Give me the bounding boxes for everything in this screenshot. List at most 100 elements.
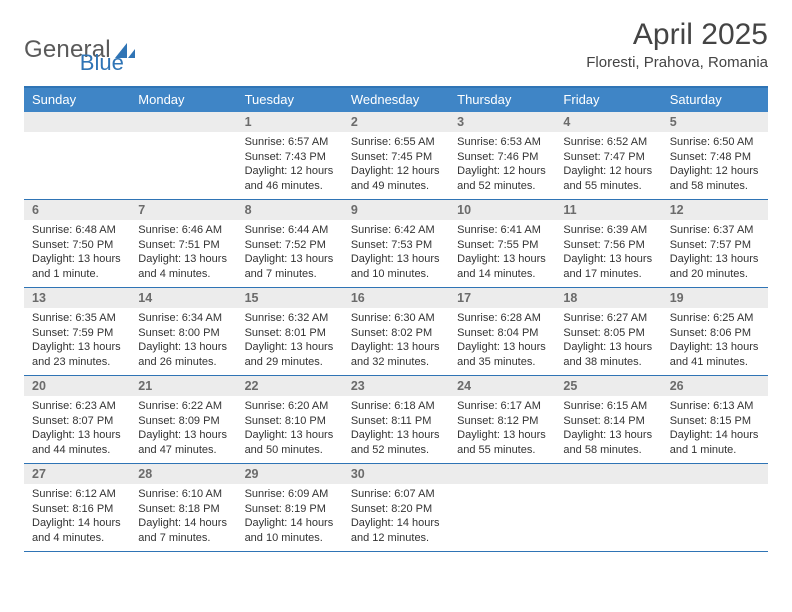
day-body: Sunrise: 6:09 AMSunset: 8:19 PMDaylight:… xyxy=(237,484,343,545)
sunrise-text: Sunrise: 6:48 AM xyxy=(32,223,122,238)
calendar-cell: 30Sunrise: 6:07 AMSunset: 8:20 PMDayligh… xyxy=(343,464,449,551)
day-number: 19 xyxy=(662,288,768,308)
daylight-text: Daylight: 14 hours and 10 minutes. xyxy=(245,516,335,545)
calendar-cell: 22Sunrise: 6:20 AMSunset: 8:10 PMDayligh… xyxy=(237,376,343,463)
calendar-week: 6Sunrise: 6:48 AMSunset: 7:50 PMDaylight… xyxy=(24,200,768,288)
sunset-text: Sunset: 8:02 PM xyxy=(351,326,441,341)
calendar-cell: 17Sunrise: 6:28 AMSunset: 8:04 PMDayligh… xyxy=(449,288,555,375)
day-body: Sunrise: 6:50 AMSunset: 7:48 PMDaylight:… xyxy=(662,132,768,193)
sunset-text: Sunset: 8:05 PM xyxy=(563,326,653,341)
sunset-text: Sunset: 7:45 PM xyxy=(351,150,441,165)
day-body: Sunrise: 6:35 AMSunset: 7:59 PMDaylight:… xyxy=(24,308,130,369)
day-body: Sunrise: 6:48 AMSunset: 7:50 PMDaylight:… xyxy=(24,220,130,281)
daylight-text: Daylight: 13 hours and 44 minutes. xyxy=(32,428,122,457)
sunset-text: Sunset: 7:50 PM xyxy=(32,238,122,253)
day-body: Sunrise: 6:12 AMSunset: 8:16 PMDaylight:… xyxy=(24,484,130,545)
title-block: April 2025 Floresti, Prahova, Romania xyxy=(586,18,768,71)
weeks-container: 1Sunrise: 6:57 AMSunset: 7:43 PMDaylight… xyxy=(24,112,768,552)
day-body: Sunrise: 6:42 AMSunset: 7:53 PMDaylight:… xyxy=(343,220,449,281)
day-number xyxy=(130,112,236,132)
calendar-cell: 11Sunrise: 6:39 AMSunset: 7:56 PMDayligh… xyxy=(555,200,661,287)
dow-saturday: Saturday xyxy=(662,88,768,112)
calendar-cell: 5Sunrise: 6:50 AMSunset: 7:48 PMDaylight… xyxy=(662,112,768,199)
day-body: Sunrise: 6:17 AMSunset: 8:12 PMDaylight:… xyxy=(449,396,555,457)
daylight-text: Daylight: 14 hours and 4 minutes. xyxy=(32,516,122,545)
sunrise-text: Sunrise: 6:28 AM xyxy=(457,311,547,326)
day-number: 9 xyxy=(343,200,449,220)
calendar-week: 20Sunrise: 6:23 AMSunset: 8:07 PMDayligh… xyxy=(24,376,768,464)
day-body: Sunrise: 6:28 AMSunset: 8:04 PMDaylight:… xyxy=(449,308,555,369)
day-body: Sunrise: 6:44 AMSunset: 7:52 PMDaylight:… xyxy=(237,220,343,281)
sunrise-text: Sunrise: 6:46 AM xyxy=(138,223,228,238)
calendar-cell: 26Sunrise: 6:13 AMSunset: 8:15 PMDayligh… xyxy=(662,376,768,463)
sunset-text: Sunset: 8:10 PM xyxy=(245,414,335,429)
day-body: Sunrise: 6:23 AMSunset: 8:07 PMDaylight:… xyxy=(24,396,130,457)
daylight-text: Daylight: 13 hours and 29 minutes. xyxy=(245,340,335,369)
sunrise-text: Sunrise: 6:13 AM xyxy=(670,399,760,414)
day-number: 24 xyxy=(449,376,555,396)
day-number: 7 xyxy=(130,200,236,220)
daylight-text: Daylight: 13 hours and 41 minutes. xyxy=(670,340,760,369)
calendar-grid: Sunday Monday Tuesday Wednesday Thursday… xyxy=(24,86,768,552)
day-number: 4 xyxy=(555,112,661,132)
day-number: 27 xyxy=(24,464,130,484)
day-number xyxy=(555,464,661,484)
calendar-cell: 1Sunrise: 6:57 AMSunset: 7:43 PMDaylight… xyxy=(237,112,343,199)
calendar-cell: 2Sunrise: 6:55 AMSunset: 7:45 PMDaylight… xyxy=(343,112,449,199)
sunrise-text: Sunrise: 6:10 AM xyxy=(138,487,228,502)
sunrise-text: Sunrise: 6:52 AM xyxy=(563,135,653,150)
day-number: 13 xyxy=(24,288,130,308)
day-number: 22 xyxy=(237,376,343,396)
daylight-text: Daylight: 13 hours and 17 minutes. xyxy=(563,252,653,281)
calendar-cell: 7Sunrise: 6:46 AMSunset: 7:51 PMDaylight… xyxy=(130,200,236,287)
daylight-text: Daylight: 13 hours and 20 minutes. xyxy=(670,252,760,281)
daylight-text: Daylight: 12 hours and 49 minutes. xyxy=(351,164,441,193)
day-body: Sunrise: 6:46 AMSunset: 7:51 PMDaylight:… xyxy=(130,220,236,281)
sunrise-text: Sunrise: 6:34 AM xyxy=(138,311,228,326)
location-subtitle: Floresti, Prahova, Romania xyxy=(586,54,768,71)
day-body: Sunrise: 6:53 AMSunset: 7:46 PMDaylight:… xyxy=(449,132,555,193)
daylight-text: Daylight: 14 hours and 12 minutes. xyxy=(351,516,441,545)
sunset-text: Sunset: 8:11 PM xyxy=(351,414,441,429)
sunset-text: Sunset: 8:14 PM xyxy=(563,414,653,429)
day-number: 15 xyxy=(237,288,343,308)
calendar-cell: 4Sunrise: 6:52 AMSunset: 7:47 PMDaylight… xyxy=(555,112,661,199)
day-number: 1 xyxy=(237,112,343,132)
dow-thursday: Thursday xyxy=(449,88,555,112)
day-number: 28 xyxy=(130,464,236,484)
day-number xyxy=(24,112,130,132)
sunrise-text: Sunrise: 6:37 AM xyxy=(670,223,760,238)
day-number: 25 xyxy=(555,376,661,396)
daylight-text: Daylight: 14 hours and 7 minutes. xyxy=(138,516,228,545)
calendar-cell xyxy=(555,464,661,551)
calendar-week: 1Sunrise: 6:57 AMSunset: 7:43 PMDaylight… xyxy=(24,112,768,200)
calendar-cell xyxy=(130,112,236,199)
calendar-cell: 12Sunrise: 6:37 AMSunset: 7:57 PMDayligh… xyxy=(662,200,768,287)
day-body: Sunrise: 6:13 AMSunset: 8:15 PMDaylight:… xyxy=(662,396,768,457)
day-body: Sunrise: 6:52 AMSunset: 7:47 PMDaylight:… xyxy=(555,132,661,193)
day-number: 6 xyxy=(24,200,130,220)
sunrise-text: Sunrise: 6:23 AM xyxy=(32,399,122,414)
day-body: Sunrise: 6:20 AMSunset: 8:10 PMDaylight:… xyxy=(237,396,343,457)
day-body: Sunrise: 6:18 AMSunset: 8:11 PMDaylight:… xyxy=(343,396,449,457)
dow-tuesday: Tuesday xyxy=(237,88,343,112)
sunset-text: Sunset: 7:53 PM xyxy=(351,238,441,253)
daylight-text: Daylight: 13 hours and 58 minutes. xyxy=(563,428,653,457)
day-body: Sunrise: 6:15 AMSunset: 8:14 PMDaylight:… xyxy=(555,396,661,457)
day-body: Sunrise: 6:55 AMSunset: 7:45 PMDaylight:… xyxy=(343,132,449,193)
calendar-cell: 23Sunrise: 6:18 AMSunset: 8:11 PMDayligh… xyxy=(343,376,449,463)
sunset-text: Sunset: 8:16 PM xyxy=(32,502,122,517)
header: General Blue April 2025 Floresti, Prahov… xyxy=(24,18,768,76)
daylight-text: Daylight: 13 hours and 7 minutes. xyxy=(245,252,335,281)
day-number: 18 xyxy=(555,288,661,308)
sunset-text: Sunset: 7:57 PM xyxy=(670,238,760,253)
sunrise-text: Sunrise: 6:27 AM xyxy=(563,311,653,326)
sunrise-text: Sunrise: 6:30 AM xyxy=(351,311,441,326)
sunrise-text: Sunrise: 6:15 AM xyxy=(563,399,653,414)
calendar-week: 13Sunrise: 6:35 AMSunset: 7:59 PMDayligh… xyxy=(24,288,768,376)
sunrise-text: Sunrise: 6:44 AM xyxy=(245,223,335,238)
daylight-text: Daylight: 13 hours and 4 minutes. xyxy=(138,252,228,281)
sunset-text: Sunset: 7:48 PM xyxy=(670,150,760,165)
day-number: 17 xyxy=(449,288,555,308)
calendar-cell: 20Sunrise: 6:23 AMSunset: 8:07 PMDayligh… xyxy=(24,376,130,463)
